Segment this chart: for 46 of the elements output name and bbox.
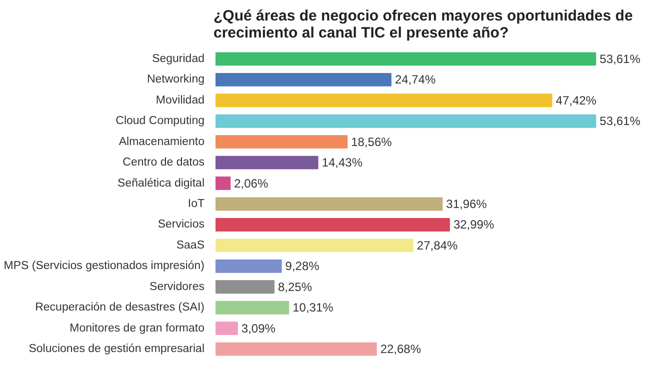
y-tick-label: MPS (Servicios gestionados impresión) [4,260,205,272]
y-tick-label: Señalética digital [118,177,205,190]
data-label: 53,61% [600,114,641,128]
bar [216,259,282,273]
bar [216,218,450,232]
bar [216,280,275,294]
y-tick-label: SaaS [176,239,205,252]
data-label: 32,99% [453,218,494,232]
data-label: 18,56% [351,134,392,149]
y-tick-label: Seguridad [152,52,205,65]
y-tick-label: Soluciones de gestión empresarial [28,343,204,356]
bar [216,135,348,149]
data-label: 9,28% [285,259,320,274]
bar [216,114,596,128]
data-label: 2,06% [234,176,268,190]
y-tick-label: Recuperación de desastres (SAI) [35,302,205,314]
data-label: 22,68% [380,342,422,356]
data-label: 3,09% [241,321,276,336]
data-label: 27,84% [416,238,458,252]
y-tick-label: Monitores de gran formato [70,322,205,334]
bar [216,156,318,170]
y-tick-label: IoT [188,198,205,210]
data-label: 31,96% [446,197,488,211]
y-tick-label: Servidores [150,280,205,293]
bar [216,342,377,356]
data-label: 10,31% [292,300,334,315]
chart-title: ¿Qué áreas de negocio ofrecen mayores oportunidades de crecimiento al canal TIC el presente año? [214,8,633,42]
data-label: 14,43% [322,156,363,170]
bar [216,94,552,108]
bar [216,72,392,86]
y-tick-label: Almacenamiento [118,136,204,148]
data-label: 24,74% [394,72,436,87]
data-label: 47,42% [556,93,597,108]
y-tick-label: Movilidad [156,94,204,106]
y-tick-label: Networking [146,74,205,86]
bar [216,52,596,66]
bar [216,300,290,314]
data-label: 8,25% [278,280,312,294]
bar [216,238,414,252]
bar [216,176,231,190]
y-tick-label: Cloud Computing [116,115,205,128]
y-tick-label: Centro de datos [122,156,205,169]
y-tick-label: Servicios [158,218,205,231]
bar [216,322,238,336]
data-label: 53,61% [600,52,641,66]
bar [216,197,443,211]
